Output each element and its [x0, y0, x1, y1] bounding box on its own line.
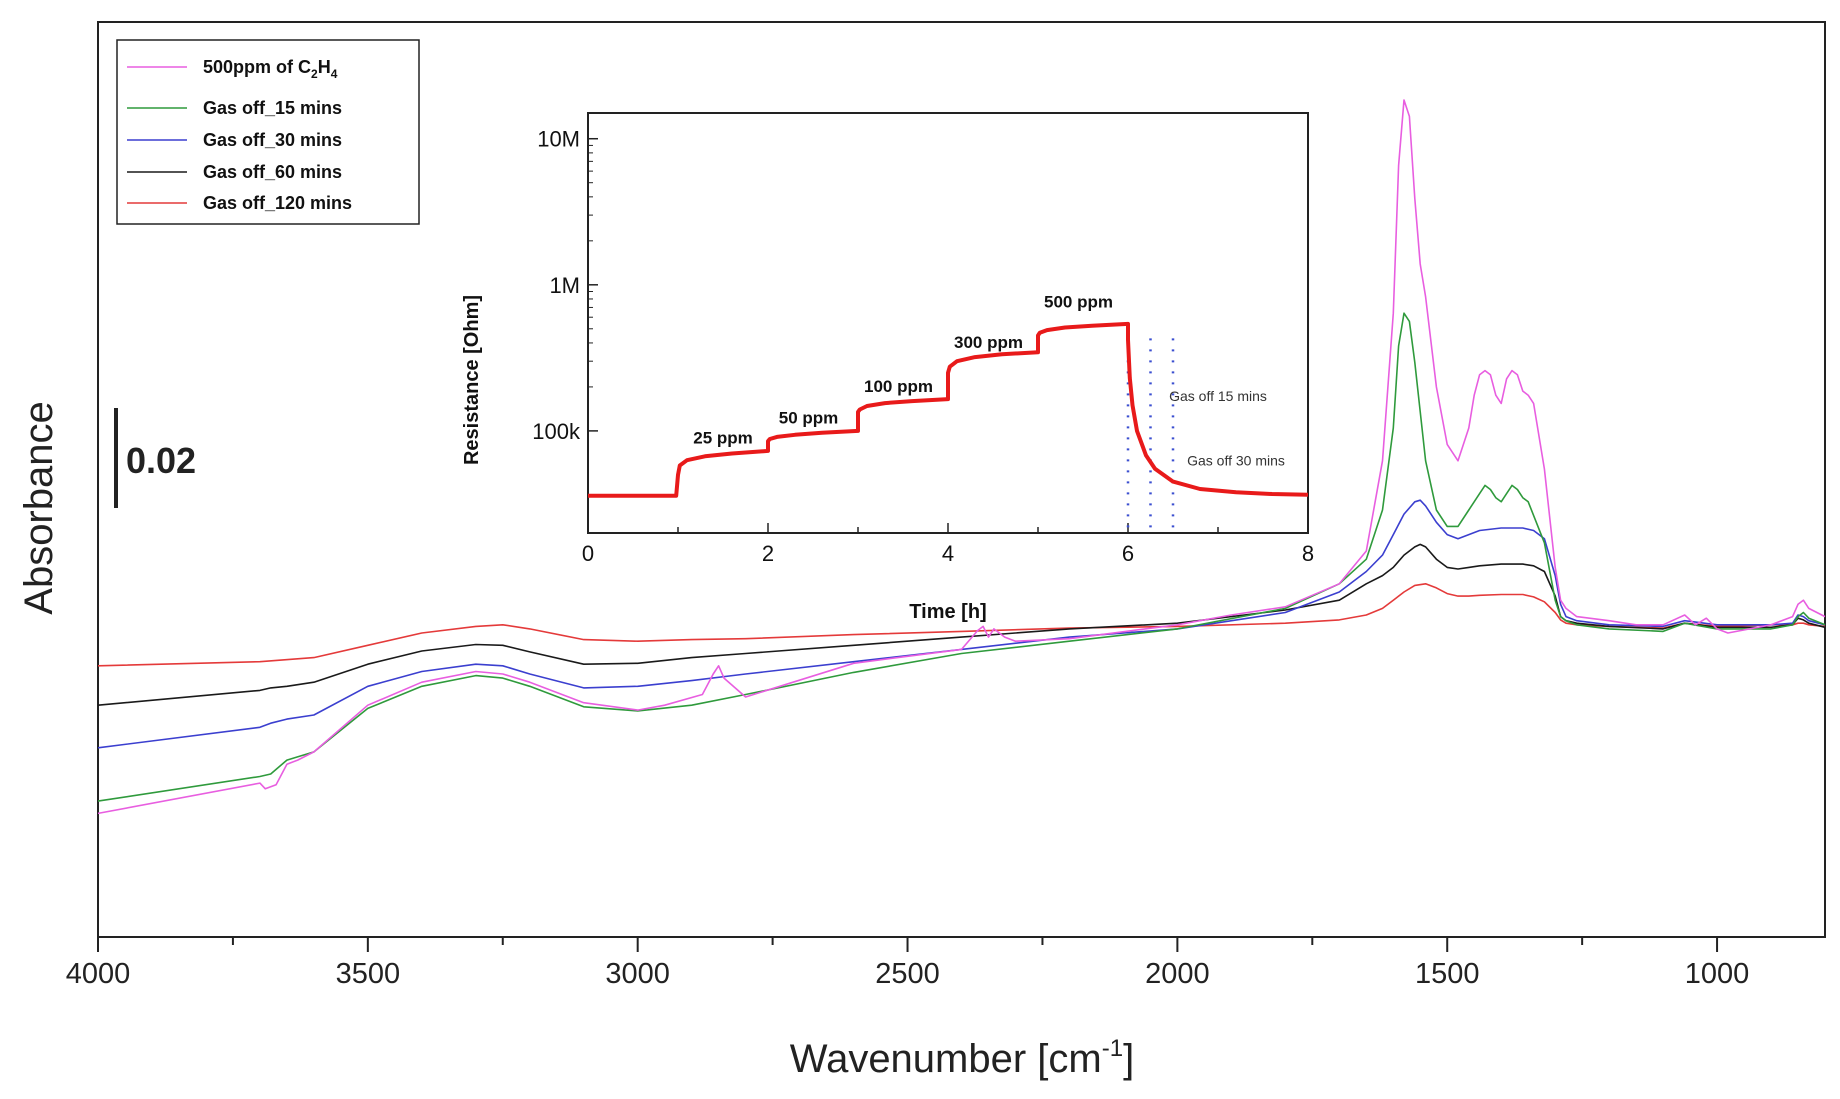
main-x-axis-title: Wavenumber [cm-1] [790, 1035, 1134, 1081]
inset-annotation: 100 ppm [864, 377, 933, 396]
legend-entry: Gas off_15 mins [127, 98, 342, 118]
inset-annotation: 50 ppm [779, 409, 839, 428]
series-line [97, 99, 1826, 815]
inset-x-tick-label: 6 [1122, 541, 1134, 566]
inset-y-tick-label: 1M [549, 273, 580, 298]
inset-chart: 0 2 4 6 8 100k 1M 10M 25 ppm 50 ppm 100 ppm 300 pp… [461, 112, 1314, 623]
inset-x-tick-label: 2 [762, 541, 774, 566]
inset-x-tick-label: 4 [942, 541, 954, 566]
series-line [97, 312, 1826, 802]
inset-y-tick-label: 10M [537, 127, 580, 152]
legend-label: 500ppm of C2H4 [203, 57, 338, 81]
inset-annotation: 300 ppm [954, 333, 1023, 352]
scale-bar-label: 0.02 [126, 440, 196, 481]
inset-annotation: Gas off 15 mins [1169, 388, 1267, 404]
inset-ticks: 0 2 4 6 8 100k 1M 10M [532, 127, 1314, 566]
legend: 500ppm of C2H4 Gas off_15 mins Gas off_3… [116, 39, 420, 225]
inset-y-tick-label: 100k [532, 419, 581, 444]
legend-label: Gas off_60 mins [203, 162, 342, 182]
inset-background [588, 113, 1308, 533]
main-plot-frame [97, 21, 1826, 938]
inset-series-group [588, 321, 1309, 498]
inset-series-line [588, 321, 1309, 498]
legend-entry: Gas off_60 mins [127, 162, 342, 182]
inset-x-tick-label: 0 [582, 541, 594, 566]
legend-label: Gas off_15 mins [203, 98, 342, 118]
main-x-tick-label: 1000 [1685, 958, 1750, 990]
inset-y-axis-title: Resistance [Ohm] [461, 295, 483, 465]
inset-annotations: 25 ppm 50 ppm 100 ppm 300 ppm 500 ppm Gas off… [693, 292, 1285, 468]
legend-box [116, 39, 420, 225]
main-x-tick-label: 2000 [1145, 958, 1210, 990]
legend-label: Gas off_30 mins [203, 130, 342, 150]
inset-annotation: Gas off 30 mins [1187, 452, 1285, 468]
main-x-tick-label: 3000 [605, 958, 670, 990]
main-x-tick-label: 1500 [1415, 958, 1480, 990]
main-y-axis-title: Absorbance [17, 401, 61, 614]
legend-entry: Gas off_120 mins [127, 193, 352, 213]
legend-entry: Gas off_30 mins [127, 130, 342, 150]
series-line [97, 543, 1826, 706]
main-x-tick-label: 4000 [66, 958, 131, 990]
main-x-tick-label: 3500 [336, 958, 401, 990]
inset-x-axis-title: Time [h] [909, 601, 986, 623]
inset-x-tick-label: 8 [1302, 541, 1314, 566]
main-x-tick-label: 2500 [875, 958, 940, 990]
legend-entry: 500ppm of C2H4 [127, 57, 338, 81]
main-x-ticks: 4000 3500 3000 2500 2000 1500 1000 [66, 937, 1750, 990]
inset-annotation: 25 ppm [693, 428, 753, 447]
inset-annotation: 500 ppm [1044, 292, 1113, 311]
series-line [97, 499, 1826, 749]
main-series-group [97, 99, 1826, 815]
legend-label: Gas off_120 mins [203, 193, 352, 213]
